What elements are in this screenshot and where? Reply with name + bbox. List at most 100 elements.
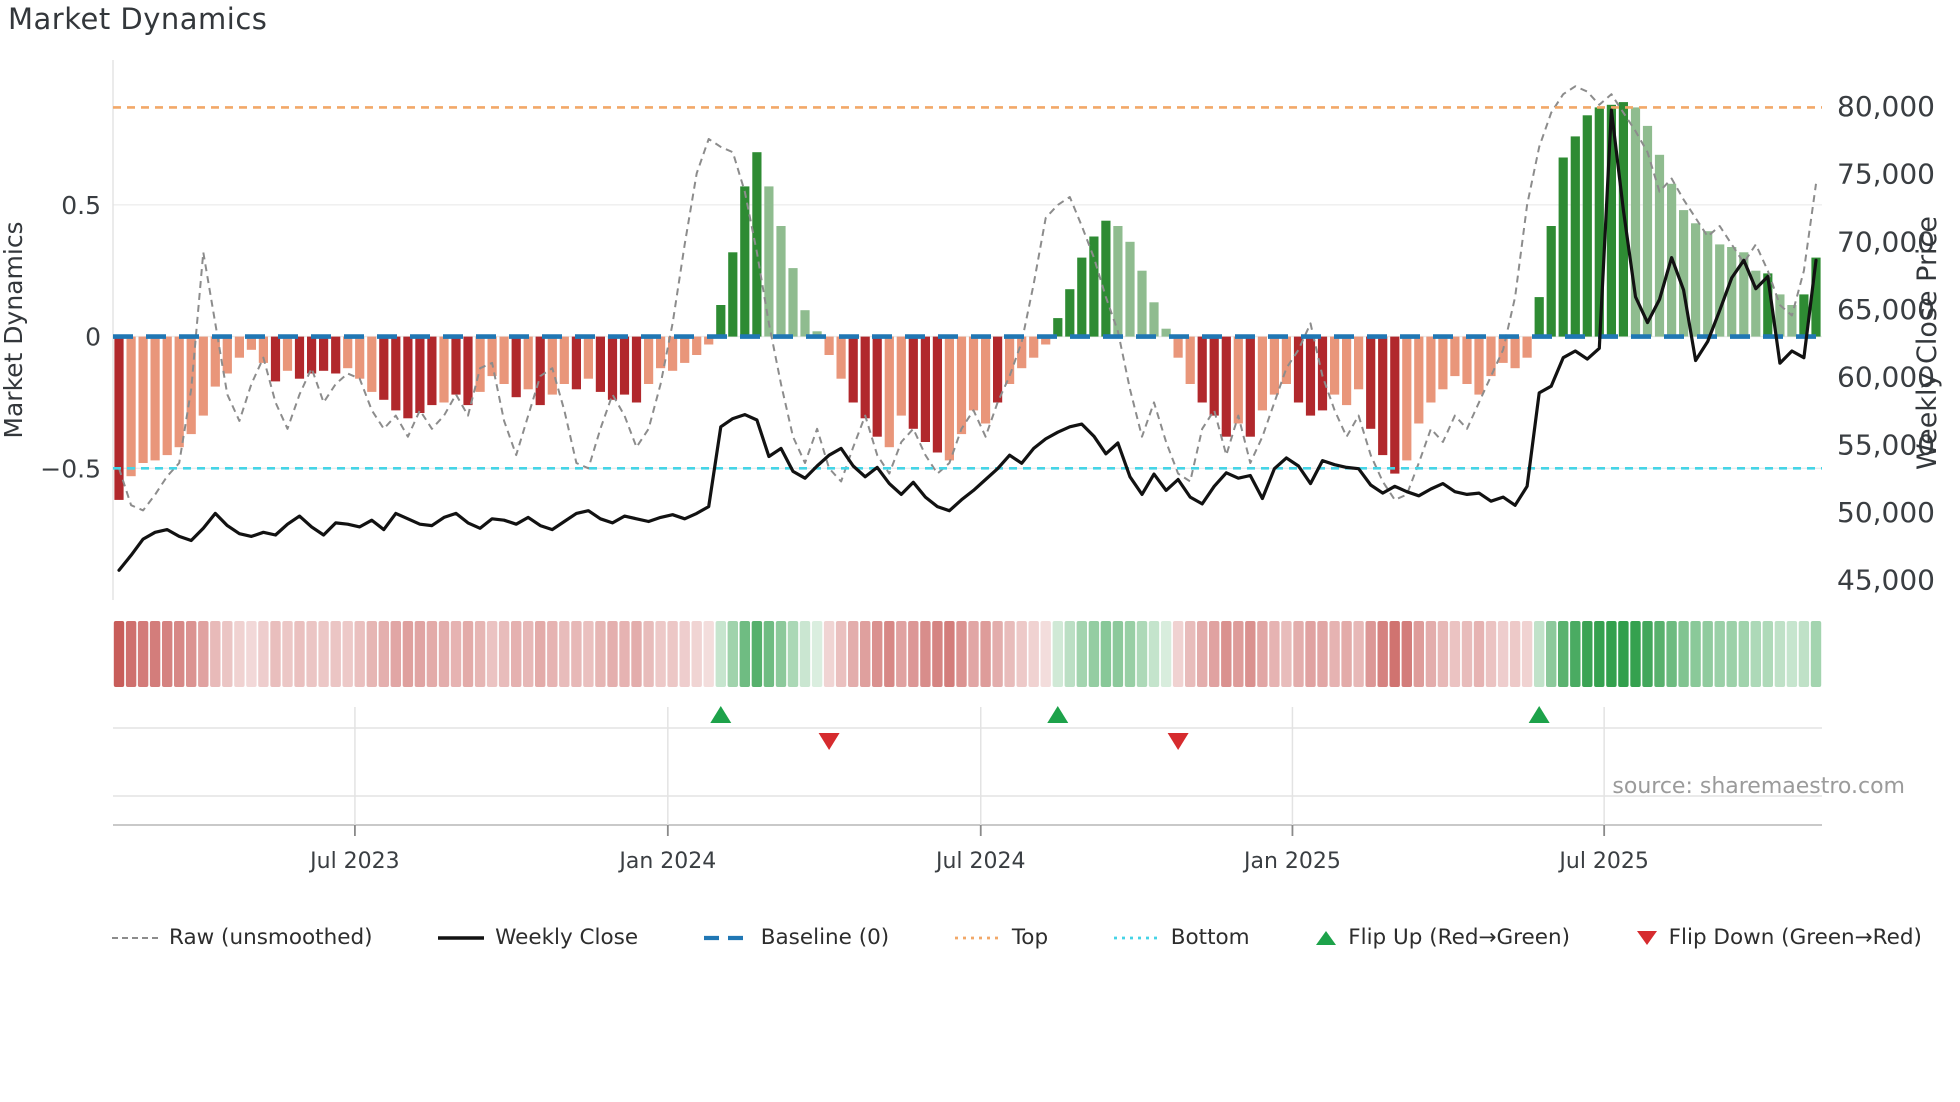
heatmap-cell (1509, 621, 1521, 687)
price-line (117, 108, 1818, 572)
heatmap-cell (1100, 621, 1112, 687)
bottom-line-sample-icon (1113, 933, 1160, 943)
heatmap-cell (438, 621, 450, 687)
heatmap-cell (270, 621, 281, 687)
oscillator-bar (162, 336, 172, 456)
heatmap-cell (1570, 621, 1581, 687)
heatmap-cell (234, 621, 245, 687)
oscillator-bar (282, 336, 293, 371)
heatmap-cell (619, 621, 630, 687)
oscillator-bar (463, 336, 473, 406)
oscillator-bar (379, 336, 389, 400)
heatmap-cell (535, 621, 546, 687)
oscillator-bar (126, 336, 136, 477)
right-tick-label: 60,000 (1837, 361, 1935, 394)
oscillator-bar (1041, 336, 1051, 345)
heatmap-cell (823, 621, 835, 687)
chart-generated-content: Jul 2023 Jan 2024 Jul 2024 Jan 2025 Jul 2025… (40, 60, 1935, 874)
oscillator-bar (1269, 336, 1279, 395)
oscillator-bar (728, 252, 738, 337)
oscillator-bar (836, 336, 846, 379)
heatmap-cell (896, 621, 907, 687)
source-note: source: sharemaestro.com (1612, 774, 1905, 799)
oscillator-bar (619, 336, 630, 395)
oscillator-bar (210, 336, 220, 387)
heatmap-cell (1473, 621, 1485, 687)
heatmap-cell (1233, 621, 1244, 687)
heatmap-cell (799, 621, 811, 687)
oscillator-bar (692, 336, 702, 355)
oscillator-bar (1173, 336, 1183, 358)
oscillator-bar (1462, 336, 1472, 384)
oscillator-bar (439, 336, 449, 403)
legend-item-label: Flip Up (Red→Green) (1348, 925, 1570, 950)
oscillator-bar (319, 336, 329, 371)
legend-item: Raw (unsmoothed) (112, 925, 372, 950)
raw-line-sample-icon (112, 933, 158, 943)
oscillator-bar (848, 336, 858, 403)
heatmap-cell (968, 621, 979, 687)
oscillator-bar (1438, 336, 1448, 390)
oscillator-bar (583, 336, 593, 379)
oscillator-bar (150, 336, 160, 461)
heatmap-cell (1654, 621, 1665, 687)
oscillator-bar (668, 336, 678, 371)
heatmap-cell (1257, 621, 1268, 687)
oscillator-bar (656, 336, 666, 369)
flip-down-triangle-icon (1636, 929, 1658, 947)
heatmap-cell (1666, 621, 1677, 687)
heatmap-cell (1726, 621, 1737, 687)
heatmap-cell (1534, 621, 1545, 687)
heatmap-cell (920, 621, 931, 687)
heatmap-cell (547, 621, 558, 687)
weekly-close-line-sample-icon (438, 933, 485, 943)
heatmap-cell (1329, 621, 1340, 687)
oscillator-bar (644, 336, 654, 384)
heatmap-strip (113, 621, 1822, 687)
heatmap-cell (1317, 621, 1328, 687)
heatmap-cell (414, 621, 426, 687)
oscillator-bar (1005, 336, 1015, 384)
oscillator-bar (1402, 336, 1412, 461)
heatmap-cell (1678, 621, 1689, 687)
heatmap-cell (1197, 621, 1208, 687)
heatmap-cell (1365, 621, 1376, 687)
heatmap-cell (1112, 621, 1124, 687)
heatmap-cell (1594, 621, 1605, 687)
heatmap-cell (511, 621, 522, 687)
heatmap-cell (113, 621, 125, 687)
oscillator-bar (740, 186, 750, 337)
x-tick-label: Jan 2025 (1242, 849, 1341, 874)
oscillator-bar (716, 305, 726, 337)
left-tick-label: 0.5 (61, 191, 101, 220)
flip-up-marker (1047, 706, 1069, 723)
oscillator-bar (198, 336, 208, 416)
oscillator-bar (595, 336, 605, 392)
heatmap-cell (1798, 621, 1810, 687)
oscillator-bar (704, 336, 714, 345)
legend-item: Top (954, 925, 1048, 950)
oscillator-bar (391, 336, 401, 411)
heatmap-cell (1774, 621, 1786, 687)
oscillator-bar (607, 336, 618, 400)
legend-item: Flip Up (Red→Green) (1315, 925, 1570, 950)
heatmap-cell (294, 621, 305, 687)
heatmap-cell (282, 621, 293, 687)
heatmap-cell (366, 621, 377, 687)
right-tick-label: 50,000 (1837, 496, 1935, 529)
heatmap-cell (450, 621, 462, 687)
heatmap-cell (462, 621, 474, 687)
heatmap-cell (1245, 621, 1256, 687)
heatmap-cell (1762, 621, 1773, 687)
x-tick-label: Jul 2023 (308, 849, 400, 874)
oscillator-bar (1450, 336, 1460, 377)
oscillator-bar (559, 336, 569, 384)
oscillator-bar (1245, 336, 1255, 437)
heatmap-cell (198, 621, 209, 687)
heatmap-cell (992, 621, 1003, 687)
heatmap-cell (258, 621, 269, 687)
oscillator-bar (1113, 226, 1123, 337)
heatmap-cell (1136, 621, 1148, 687)
oscillator-bar (1125, 241, 1135, 337)
heatmap-cell (1702, 621, 1713, 687)
